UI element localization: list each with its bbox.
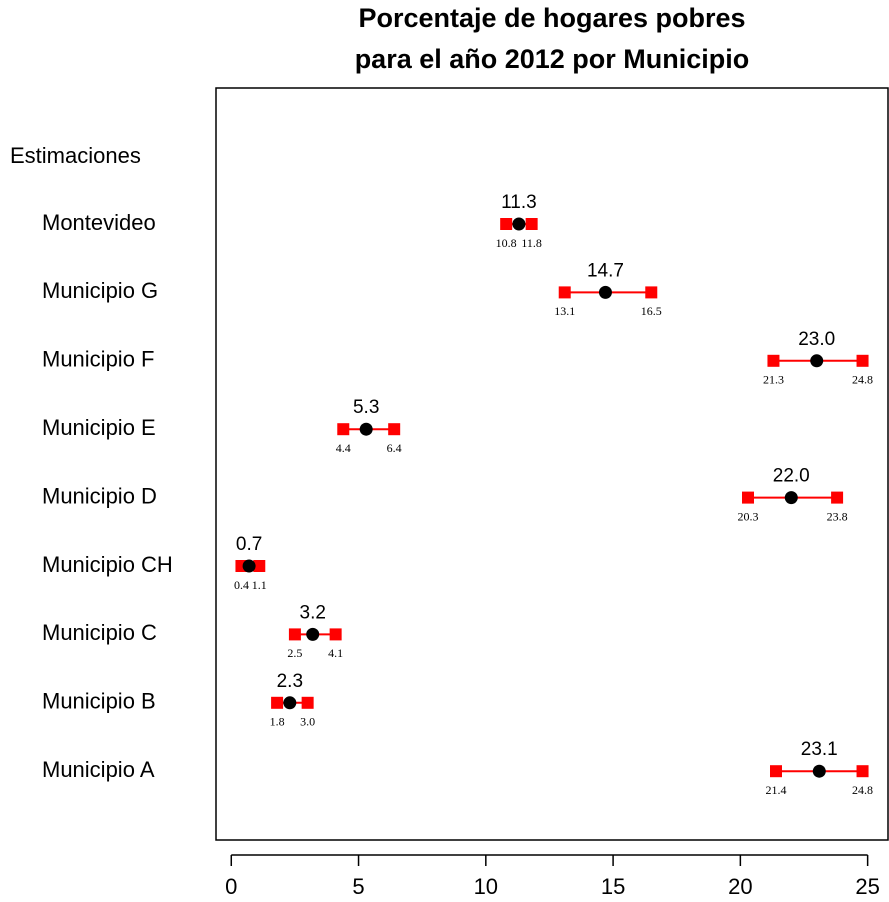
lower-label: 1.8 (270, 715, 285, 729)
category-label: Montevideo (42, 210, 156, 235)
value-label: 11.3 (501, 192, 537, 213)
category-label: Municipio F (42, 347, 154, 372)
upper-bound (831, 491, 844, 504)
value-label: 14.7 (587, 260, 624, 281)
lower-bound (288, 628, 301, 641)
x-tick-label: 10 (474, 874, 498, 899)
upper-label: 16.5 (641, 304, 662, 318)
lower-label: 4.4 (336, 441, 351, 455)
lower-bound (767, 354, 780, 367)
estimate-point (306, 627, 320, 641)
category-label: Municipio CH (42, 552, 173, 577)
lower-bound (770, 765, 782, 778)
lower-bound (337, 423, 350, 436)
upper-label: 24.8 (852, 373, 873, 387)
estimate-point (810, 354, 824, 368)
upper-bound (856, 765, 869, 778)
value-label: 2.3 (277, 671, 303, 692)
value-label: 3.2 (300, 602, 326, 623)
row-header: Estimaciones (10, 143, 141, 168)
upper-bound (525, 218, 538, 230)
upper-label: 1.1 (252, 578, 267, 592)
chart-title: Porcentaje de hogares pobres (358, 3, 745, 33)
estimate-point (784, 491, 798, 505)
lower-bound (271, 696, 284, 709)
category-label: Municipio C (42, 620, 157, 645)
x-tick-label: 25 (855, 874, 879, 899)
lower-bound (558, 286, 571, 299)
x-tick-label: 5 (352, 874, 364, 899)
lower-label: 20.3 (738, 509, 759, 523)
upper-bound (856, 354, 869, 367)
lower-bound (742, 491, 754, 504)
estimate-point (283, 696, 297, 710)
estimate-point (512, 217, 526, 231)
chart-title: para el año 2012 por Municipio (355, 44, 750, 74)
plot-frame (215, 87, 889, 841)
upper-bound (253, 560, 266, 572)
category-label: Municipio E (42, 415, 156, 440)
upper-label: 24.8 (852, 783, 873, 797)
value-label: 22.0 (773, 466, 810, 487)
x-tick-label: 20 (728, 874, 752, 899)
category-label: Municipio A (42, 757, 155, 782)
category-label: Municipio D (42, 483, 157, 508)
lower-bound (500, 218, 513, 230)
value-label: 0.7 (236, 534, 262, 555)
upper-bound (388, 423, 401, 436)
estimate-point (598, 285, 612, 299)
upper-label: 6.4 (387, 441, 402, 455)
upper-label: 23.8 (827, 509, 848, 523)
upper-bound (329, 628, 342, 641)
upper-label: 4.1 (328, 646, 343, 660)
lower-label: 0.4 (234, 578, 249, 592)
lower-label: 21.3 (763, 373, 784, 387)
x-tick-label: 15 (601, 874, 625, 899)
x-tick-label: 0 (225, 874, 237, 899)
value-label: 5.3 (353, 397, 379, 418)
category-label: Municipio G (42, 278, 158, 303)
estimate-point (359, 422, 373, 436)
value-label: 23.0 (798, 329, 835, 350)
upper-label: 3.0 (300, 715, 315, 729)
lower-label: 21.4 (766, 783, 787, 797)
lower-label: 2.5 (287, 646, 302, 660)
upper-bound (301, 696, 314, 709)
category-label: Municipio B (42, 689, 156, 714)
lower-label: 13.1 (554, 304, 575, 318)
value-label: 23.1 (801, 739, 838, 760)
lower-label: 10.8 (496, 236, 517, 250)
estimate-point (812, 764, 826, 778)
estimate-point (242, 559, 256, 573)
upper-label: 11.8 (521, 236, 542, 250)
upper-bound (645, 286, 658, 299)
